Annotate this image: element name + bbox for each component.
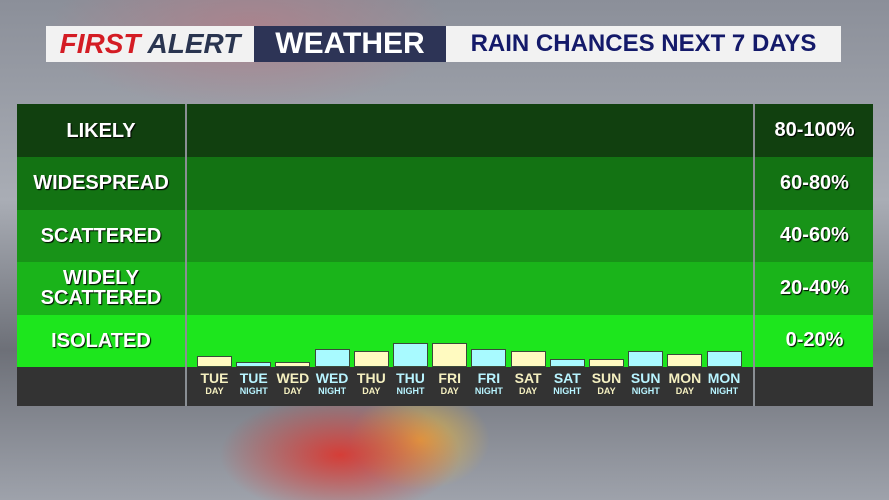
bar-mon-night [706,351,742,367]
bar-fri-night [471,348,507,367]
category-range: 40-60% [780,224,849,247]
tick-period: NIGHT [318,386,347,396]
x-tick-label: MON DAY [665,371,704,397]
x-axis-band [17,367,873,406]
tick-period: DAY [519,386,538,396]
tick-period: NIGHT [553,386,582,396]
category-label: SCATTERED [40,224,162,247]
bar-wed-night [314,348,350,367]
tick-period: NIGHT [631,386,660,396]
category-label: LIKELY [66,119,136,142]
bar-mon-day [667,353,703,367]
tick-day: TUE [200,370,229,386]
category-range: 80-100% [774,119,855,141]
tick-period: DAY [283,386,302,396]
bar-wed-day [275,361,311,367]
bar-tue-night [236,361,272,367]
x-tick-label: TUE NIGHT [234,371,273,397]
tick-period: NIGHT [396,386,425,396]
tick-day: WED [276,370,310,386]
tick-day: TUE [239,370,268,386]
x-tick-label: WED NIGHT [313,371,352,397]
tick-period: NIGHT [239,386,268,396]
category-range: 0-20% [785,329,844,352]
x-tick-label: THU NIGHT [391,371,430,397]
tick-day: THU [356,370,386,386]
bar-sun-night [628,351,664,367]
bar-sun-day [589,359,624,367]
category-range: 60-80% [780,171,849,194]
tick-period: NIGHT [474,386,503,396]
tick-day: SAT [553,370,581,386]
x-tick-label: SUN DAY [587,371,626,397]
x-tick-label: FRI NIGHT [469,371,508,397]
x-tick-label: SAT DAY [509,371,548,397]
tick-period: DAY [597,386,616,396]
header-banner: FIRST ALERT WEATHER RAIN CHANCES NEXT 7 D… [46,26,841,62]
divider [185,104,187,406]
x-tick-label: FRI DAY [430,371,469,397]
x-tick-label: WED DAY [273,371,312,397]
tick-day: SAT [514,370,542,386]
divider [753,104,755,406]
category-row: WIDESPREAD 60-80% [17,156,873,210]
tick-day: SUN [630,370,661,386]
x-tick-label: SUN NIGHT [626,371,665,397]
x-tick-label: SAT NIGHT [548,371,587,397]
bar-thu-night [393,343,428,367]
tick-period: DAY [675,386,694,396]
x-tick-label: MON NIGHT [705,371,744,397]
tick-period: DAY [205,386,224,396]
category-label: ISOLATED [51,329,151,352]
tick-day: MON [707,370,741,386]
bar-fri-day [432,343,468,367]
category-label: WIDESPREAD [33,172,169,195]
bar-sat-day [510,351,546,367]
tick-day: MON [668,370,702,386]
category-row: WIDELY SCATTERED 20-40% [17,261,873,315]
category-range: 20-40% [780,276,849,299]
tick-day: WED [315,370,349,386]
tick-day: FRI [438,370,461,386]
tick-period: DAY [440,386,459,396]
category-label: WIDELY SCATTERED [40,267,162,310]
tick-day: THU [396,370,425,386]
logo-first: FIRST [59,28,141,59]
bar-tue-day [197,356,232,367]
category-row: SCATTERED 40-60% [17,209,873,263]
tick-day: FRI [477,370,501,386]
first-alert-logo: FIRST ALERT [46,26,254,62]
category-row: LIKELY 80-100% [17,104,873,157]
tick-period: NIGHT [710,386,739,396]
tick-period: DAY [362,386,381,396]
bars-area [187,104,753,367]
bar-thu-day [353,351,389,367]
weather-label: WEATHER [254,26,446,62]
bar-sat-night [549,359,585,367]
tick-day: SUN [591,370,622,386]
page-title: RAIN CHANCES NEXT 7 DAYS [446,26,841,62]
rain-chance-chart: ISOLATED 0-20% WIDELY SCATTERED 20-40% SCATT… [17,104,873,406]
x-tick-label: THU DAY [352,371,391,397]
logo-alert: ALERT [147,28,241,59]
x-tick-label: TUE DAY [195,371,234,397]
